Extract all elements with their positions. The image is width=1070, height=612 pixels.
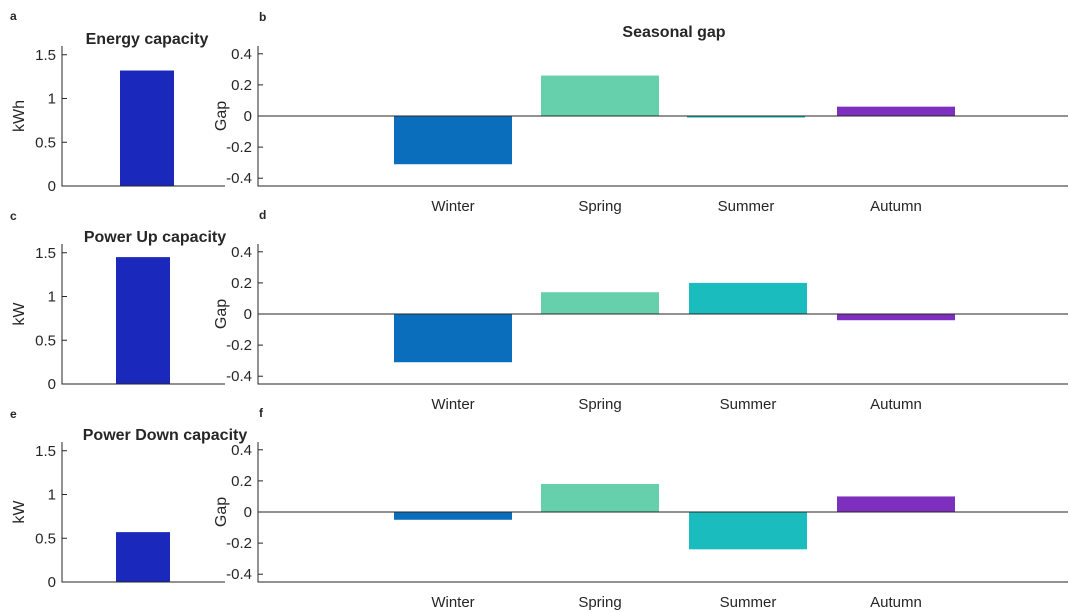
bar-d-winter [394,314,512,363]
x-tick-label-f: Autumn [870,594,922,611]
y-tick-label-d: -0.4 [226,368,252,385]
x-tick-label-f: Summer [720,594,777,611]
chart-title-c: Power Up capacity [84,229,226,246]
bar-f-autumn [837,496,955,512]
x-tick-label-d: Winter [431,396,474,413]
y-tick-label-c: 0.5 [35,332,56,349]
x-tick-label-d: Autumn [870,396,922,413]
y-tick-label-a: 1.5 [35,47,56,64]
y-tick-label-b: 0 [244,108,252,125]
x-tick-label-d: Summer [720,396,777,413]
y-axis-label-b: Gap [213,101,230,131]
y-tick-label-f: 0.2 [231,473,252,490]
y-tick-label-c: 0 [48,376,56,393]
x-tick-label-f: Winter [431,594,474,611]
bar-b-spring [541,75,659,116]
y-tick-label-d: 0.4 [231,244,252,261]
y-tick-label-e: 0 [48,574,56,591]
y-tick-label-b: 0.4 [231,46,252,63]
x-tick-label-b: Winter [431,198,474,215]
y-axis-label-f: Gap [213,497,230,527]
panel-letter-c: c [10,209,17,223]
y-axis-label-e: kW [11,500,28,524]
bar-d-summer [689,282,807,314]
axes-d [257,244,1068,385]
y-tick-label-a: 1 [48,91,56,108]
y-tick-label-c: 1.5 [35,245,56,262]
y-tick-label-a: 0 [48,178,56,195]
bar-b-winter [394,116,512,165]
y-axis-label-d: Gap [213,299,230,329]
x-tick-label-b: Spring [578,198,621,215]
bar-c-value [116,257,170,384]
y-tick-label-b: -0.2 [226,139,252,156]
chart-title-e: Power Down capacity [83,427,248,444]
axes-b [257,46,1068,187]
panel-letter-f: f [259,406,264,420]
chart-title-b: Seasonal gap [622,24,725,41]
bar-a-value [120,70,174,186]
axes-f [257,442,1068,583]
y-tick-label-d: -0.2 [226,337,252,354]
y-tick-label-f: -0.4 [226,566,252,583]
panel-letter-e: e [10,407,17,421]
y-tick-label-c: 1 [48,289,56,306]
y-tick-label-f: 0.4 [231,442,252,459]
bar-f-summer [689,512,807,550]
y-tick-label-e: 1 [48,487,56,504]
y-tick-label-b: -0.4 [226,170,252,187]
x-tick-label-d: Spring [578,396,621,413]
y-tick-label-f: -0.2 [226,535,252,552]
bar-e-value [116,532,170,582]
y-tick-label-d: 0 [244,306,252,323]
panel-letter-d: d [259,208,266,222]
y-tick-label-d: 0.2 [231,275,252,292]
y-tick-label-e: 0.5 [35,530,56,547]
panel-letter-b: b [259,10,266,24]
y-tick-label-f: 0 [244,504,252,521]
x-tick-label-f: Spring [578,594,621,611]
bar-f-spring [541,484,659,512]
y-axis-label-c: kW [11,302,28,326]
y-tick-label-e: 1.5 [35,443,56,460]
chart-title-a: Energy capacity [86,31,209,48]
bar-b-autumn [837,106,955,116]
y-axis-label-a: kWh [11,100,28,132]
bar-b-summer [687,116,805,118]
bar-d-spring [541,292,659,314]
x-tick-label-b: Summer [718,198,775,215]
y-tick-label-a: 0.5 [35,134,56,151]
bar-f-winter [394,512,512,520]
x-tick-label-b: Autumn [870,198,922,215]
panel-letter-a: a [10,9,17,23]
bar-d-autumn [837,314,955,321]
y-tick-label-b: 0.2 [231,77,252,94]
